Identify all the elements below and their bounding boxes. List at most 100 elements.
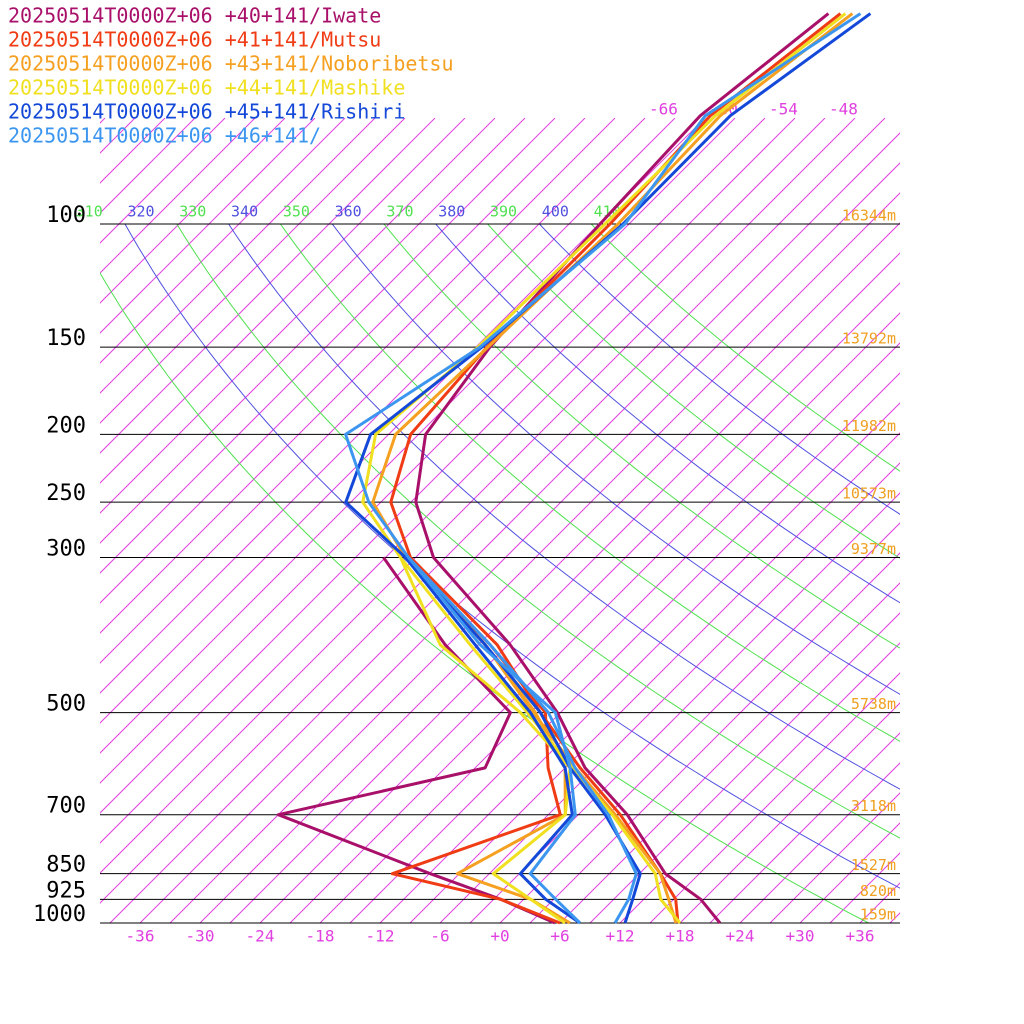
pressure-label: 925 [46, 878, 86, 903]
isotherm [100, 118, 796, 814]
isotherm [100, 118, 346, 364]
isotherm-label: -48 [829, 100, 858, 119]
isotherm [529, 552, 900, 923]
height-label: 13792m [842, 330, 896, 348]
isotherm [100, 118, 286, 304]
legend-entry: 20250514T0000Z+06 +41+141/Mutsu [8, 28, 381, 52]
dry-adiabat [176, 224, 900, 839]
isotherm [739, 762, 900, 923]
isotherm [100, 118, 676, 694]
isotherm [379, 402, 900, 923]
isotherm [100, 118, 496, 514]
dry-adiabat [331, 224, 900, 695]
height-label: 11982m [842, 417, 896, 435]
isotherm [229, 252, 900, 923]
isotherm [319, 342, 900, 923]
isotherm [589, 612, 900, 923]
dry-adiabat-label: 400 [542, 203, 569, 221]
x-tick-label: -18 [306, 927, 335, 946]
isotherm [100, 118, 616, 634]
isotherm [289, 312, 900, 923]
isotherm-label: -54 [769, 100, 798, 119]
isotherm [499, 522, 900, 923]
dry-adiabat-label: 340 [231, 203, 258, 221]
isotherms [100, 118, 900, 923]
x-tick-label: +0 [490, 927, 509, 946]
dry-adiabat [435, 224, 900, 604]
height-label: 9377m [851, 540, 896, 558]
isotherm [100, 118, 706, 724]
dewpoint-line [399, 556, 572, 925]
isotherm [100, 118, 646, 664]
x-tick-label: -6 [430, 927, 449, 946]
dry-adiabat-label: 320 [127, 203, 154, 221]
legend-entry: 20250514T0000Z+06 +40+141/Iwate [8, 4, 381, 28]
dry-adiabat [487, 224, 900, 559]
legend-entry: 20250514T0000Z+06 +43+141/Noboribetsu [8, 52, 454, 76]
isotherm [769, 792, 900, 923]
height-label: 16344m [842, 207, 896, 225]
isotherm [799, 822, 900, 923]
pressure-label: 850 [46, 853, 86, 878]
x-tick-label: -24 [246, 927, 275, 946]
isotherm [100, 118, 376, 394]
dry-adiabat [590, 224, 900, 472]
pressure-label: 300 [46, 537, 86, 562]
isotherm [199, 222, 900, 923]
x-tick-label: +24 [726, 927, 755, 946]
isotherm [100, 118, 316, 334]
dry-adiabat [100, 272, 869, 923]
isotherm [100, 118, 226, 244]
height-label: 5738m [851, 695, 896, 713]
temperature-line [344, 12, 862, 924]
dry-adiabat-label: 390 [490, 203, 517, 221]
pressure-label: 250 [46, 481, 86, 506]
isotherm [100, 118, 856, 874]
x-tick-label: +36 [846, 927, 875, 946]
dry-adiabat [228, 224, 900, 790]
temperature-line [361, 12, 847, 924]
isotherm [709, 732, 900, 923]
x-tick-label: -30 [186, 927, 215, 946]
isotherm [619, 642, 900, 923]
dry-adiabat-label: 330 [179, 203, 206, 221]
isotherm [109, 132, 900, 923]
dry-adiabat-label: 360 [335, 203, 362, 221]
dry-adiabats [100, 224, 900, 923]
dry-adiabat-label: 350 [283, 203, 310, 221]
isotherm [169, 192, 900, 923]
x-tick-label: -36 [126, 927, 155, 946]
isotherm [889, 912, 900, 923]
pressure-label: 700 [46, 794, 86, 819]
isotherm [100, 118, 406, 424]
isotherm [559, 582, 900, 923]
height-label: 159m [860, 906, 896, 924]
temperature-line [389, 12, 842, 924]
x-tick-label: -12 [366, 927, 395, 946]
dewpoint-line [407, 556, 582, 925]
isotherm [349, 372, 900, 923]
height-label: 10573m [842, 485, 896, 503]
isotherm [100, 118, 196, 214]
isotherm [100, 118, 586, 604]
dry-adiabat-label: 370 [386, 203, 413, 221]
x-tick-label: +18 [666, 927, 695, 946]
isotherm [679, 702, 900, 923]
x-tick-label: +12 [606, 927, 635, 946]
dewpoint-line [404, 556, 581, 925]
pressure-label: 100 [46, 203, 86, 228]
dry-adiabat [539, 224, 900, 515]
temperature-line [344, 12, 872, 924]
isotherm [100, 118, 886, 904]
x-tick-label: +30 [786, 927, 815, 946]
temperature-line [414, 12, 830, 924]
pressure-label: 1000 [33, 902, 86, 927]
isotherm [100, 118, 466, 484]
legend-entry: 20250514T0000Z+06 +46+141/ [8, 124, 321, 148]
isotherm [100, 118, 526, 544]
legend-entry: 20250514T0000Z+06 +44+141/Mashike [8, 76, 405, 100]
pressure-label: 150 [46, 326, 86, 351]
isotherm [100, 118, 256, 274]
